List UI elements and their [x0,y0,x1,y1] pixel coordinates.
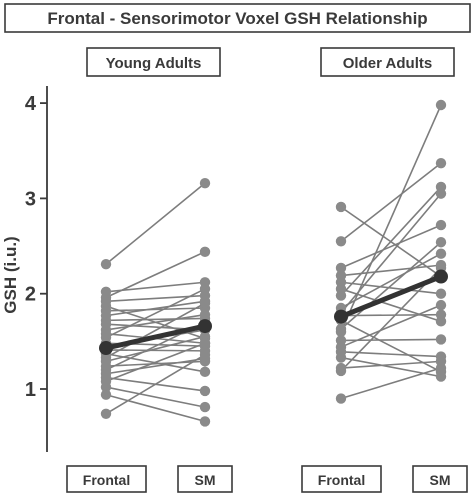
subject-line-young [105,386,206,408]
subject-point-older-frontal [335,326,347,338]
subject-point-older-sm [435,248,447,259]
subject-point-young-sm [199,298,211,309]
subject-line-older [340,252,442,309]
group-label-older: Older Adults [343,55,432,72]
subject-line-older [340,241,442,330]
subject-point-older-frontal [335,262,347,274]
subject-line-older [340,224,442,269]
subject-point-older-sm [435,309,447,320]
subject-point-older-sm [435,334,447,345]
x-label-young-sm: SM [195,472,216,488]
subject-point-older-sm [435,188,447,199]
subject-point-older-frontal [335,352,347,363]
subject-point-older-frontal [335,290,347,301]
chart-title: Frontal - Sensorimotor Voxel GSH Relatio… [47,9,427,28]
subject-point-older-sm [435,219,447,231]
subject-line-young [105,342,206,383]
subject-point-young-frontal [100,408,112,419]
y-axis-label: GSH (i.u.) [1,236,20,313]
subject-line-young [105,307,206,312]
y-tick-label: 3 [25,188,36,210]
x-label-box-young-frontal [66,465,147,493]
mean-line-older [340,274,442,319]
subject-point-young-sm [199,385,211,397]
subject-line-young [105,349,206,352]
subject-line-older [340,360,442,369]
subject-point-older-sm [435,288,447,299]
mean-line-young [105,323,206,351]
group-label-box-young [86,47,221,77]
subject-point-older-frontal [335,365,347,377]
subject-point-young-sm [199,349,211,360]
subject-line-young [105,354,206,415]
subject-point-young-sm [199,338,211,349]
subject-point-older-sm [435,99,447,111]
subject-point-young-sm [199,283,211,295]
subject-line-young [105,360,206,367]
subject-point-older-sm [435,237,447,248]
x-label-box-older-frontal [301,465,382,493]
subject-line-young [105,288,206,339]
subject-line-older [340,367,442,400]
subject-point-older-frontal [335,201,347,213]
subject-point-young-frontal [100,381,112,393]
x-label-box-older-sm [412,465,468,493]
subject-point-young-frontal [100,258,112,270]
mean-point-older-sm [434,269,448,284]
mean-point-young-frontal [99,341,113,356]
y-tick-label: 4 [25,93,37,115]
subject-point-young-sm [199,309,211,320]
subject-line-older [340,304,442,348]
subject-line-young [105,317,206,322]
y-tick-label: 1 [25,379,36,401]
subject-point-older-sm [435,157,447,169]
subject-point-young-sm [199,366,211,378]
x-label-box-young-sm [177,465,233,493]
subject-point-older-sm [435,299,447,311]
subject-line-older [340,162,442,242]
x-label-older-sm: SM [430,472,451,488]
subject-line-young [105,335,206,363]
subject-point-older-sm [435,362,447,374]
subject-line-older [340,186,442,297]
subject-point-older-frontal [335,393,347,404]
subject-line-young [105,313,206,331]
subject-line-older [340,193,442,314]
y-ticks: 1 2 3 4 [25,93,47,401]
subject-point-older-sm [435,371,447,382]
group-label-young: Young Adults [106,55,202,72]
subject-line-older [340,281,442,295]
group-label-box-older [320,47,455,77]
subject-line-older [340,264,442,277]
mean-point-young-sm [198,319,212,334]
x-label-older-frontal: Frontal [318,472,365,488]
subject-line-young [105,393,206,423]
y-tick-label: 2 [25,284,36,306]
plot-area [99,99,448,427]
subject-line-young [105,357,206,375]
subject-line-young [105,302,206,359]
subject-point-young-sm [199,246,211,257]
mean-point-older-frontal [334,309,348,324]
x-label-young-frontal: Frontal [83,472,130,488]
subject-line-young [105,182,206,265]
subject-line-young [105,251,206,299]
subject-point-young-sm [199,177,211,189]
title-box [4,3,471,33]
subject-point-young-sm [199,401,211,413]
subject-point-young-frontal [100,389,112,400]
subject-point-older-frontal [335,236,347,247]
subject-line-young [105,300,206,317]
subject-point-young-sm [199,416,211,427]
